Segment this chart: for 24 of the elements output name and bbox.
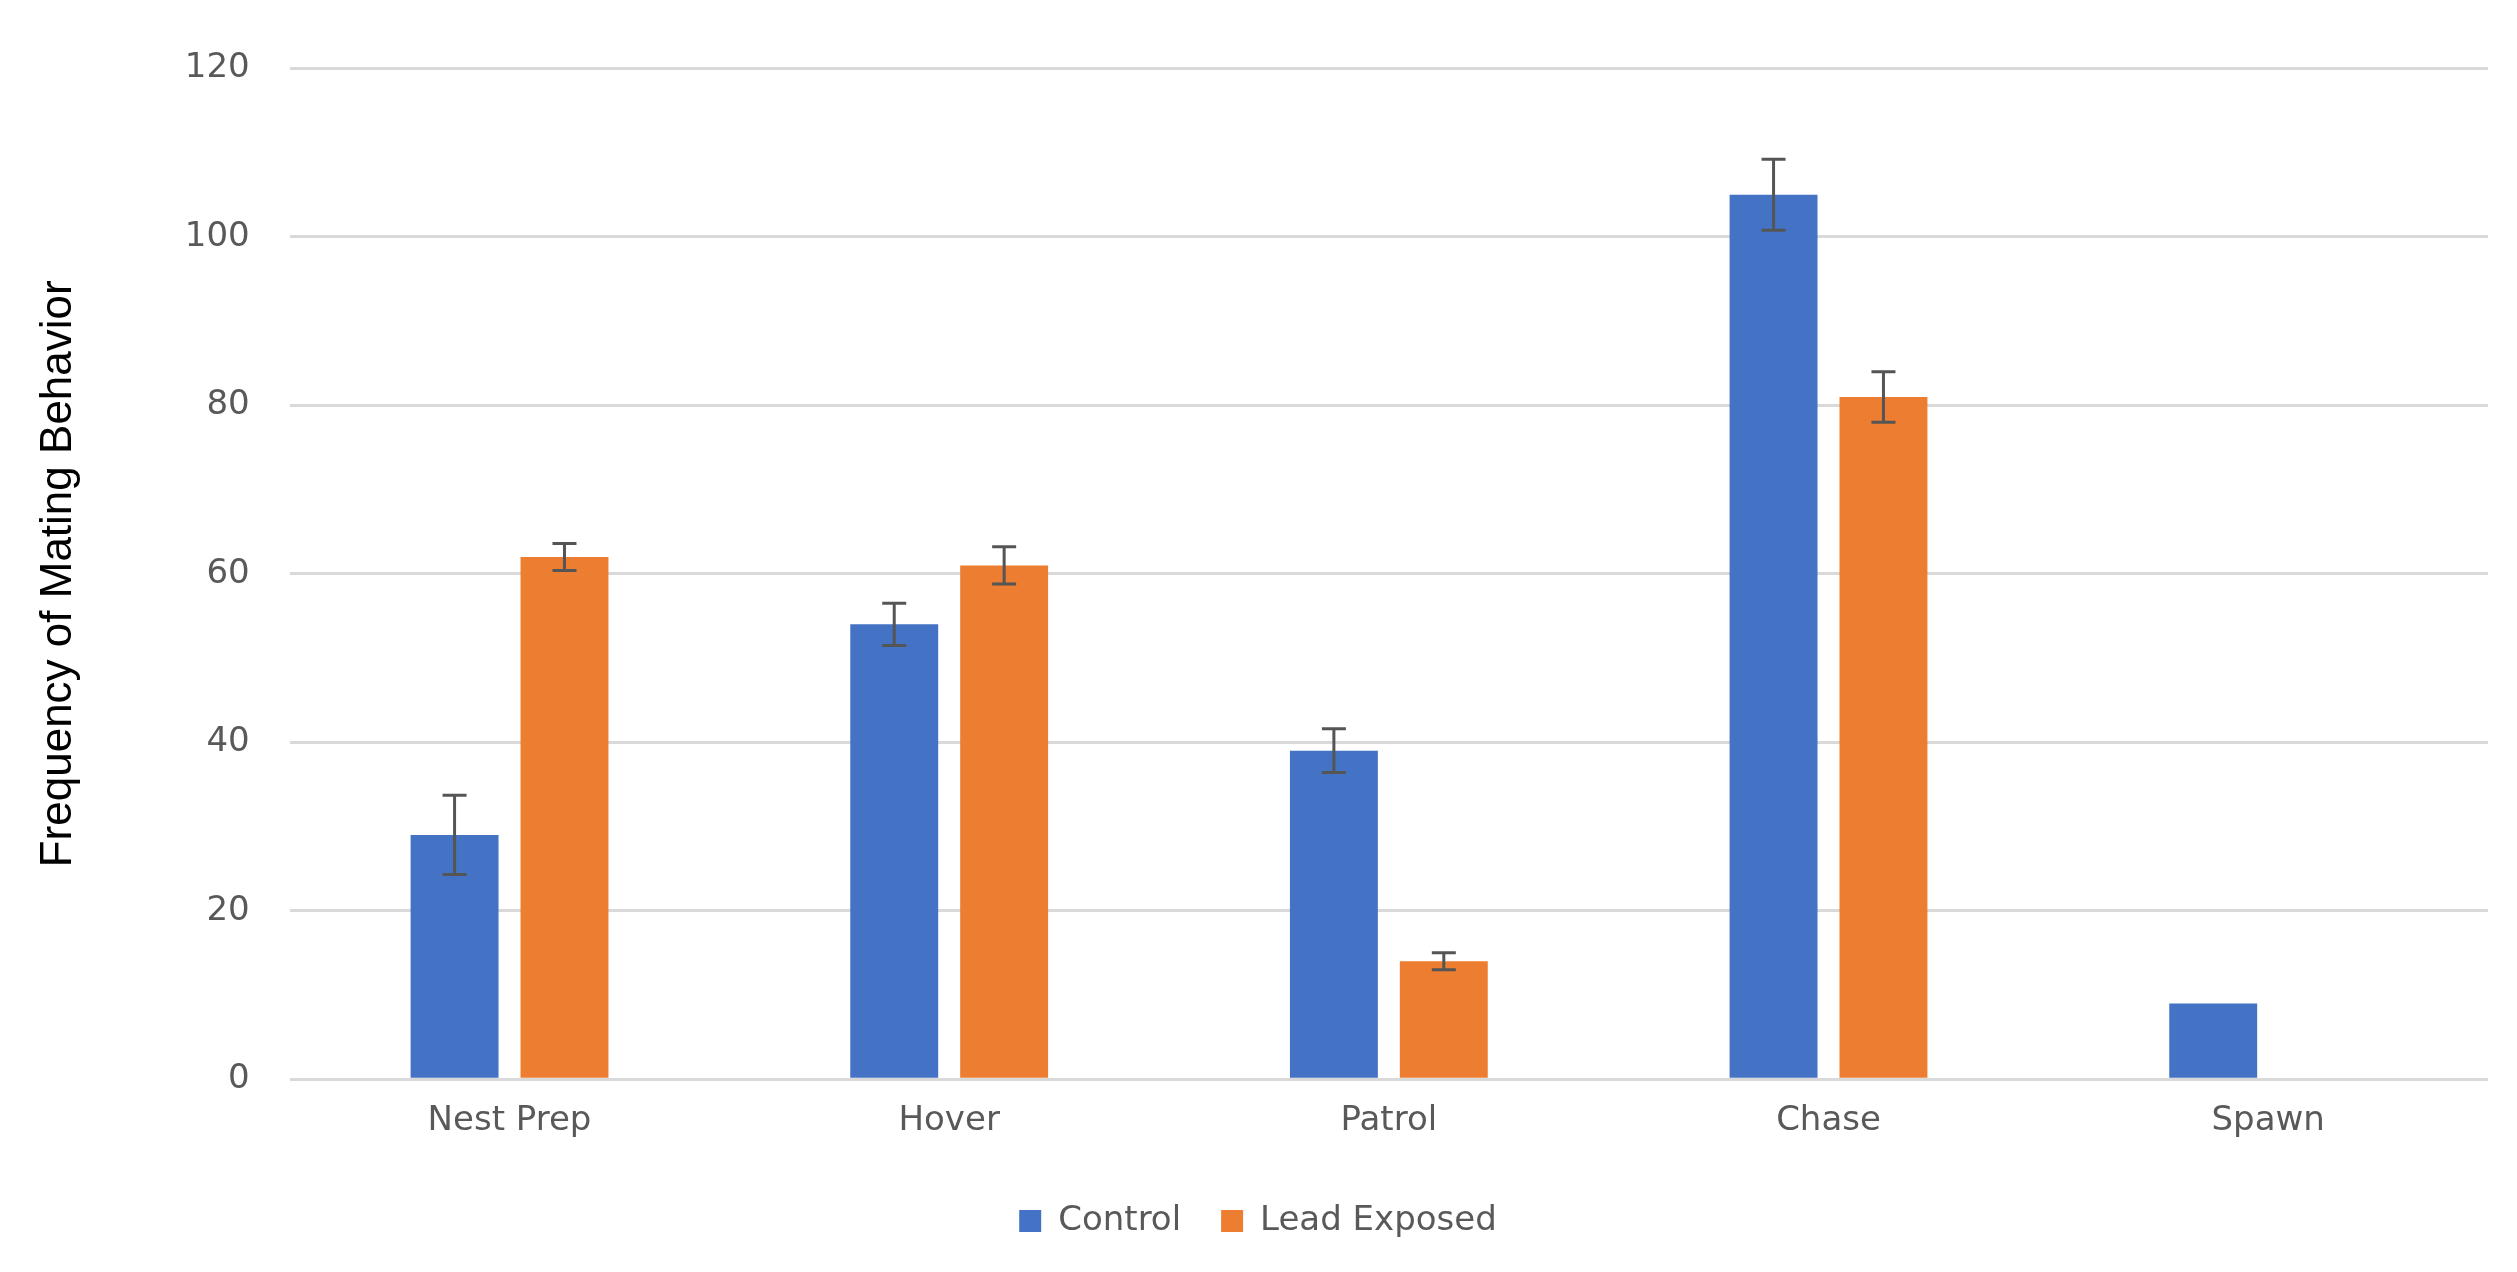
x-tick-label: Patrol — [1340, 1098, 1438, 1139]
bar — [850, 624, 939, 1078]
y-tick-label: 100 — [184, 213, 250, 254]
y-tick-label: 120 — [184, 45, 250, 86]
y-tick-label: 60 — [206, 550, 250, 591]
x-tick-label: Chase — [1776, 1098, 1881, 1139]
bar — [960, 565, 1049, 1078]
y-tick-label: 40 — [206, 719, 250, 760]
y-tick-label: 80 — [206, 382, 250, 423]
y-tick-label: 0 — [228, 1056, 250, 1097]
bar — [410, 834, 499, 1078]
bar — [1839, 396, 1928, 1078]
y-axis-title: Frequency of Mating Behavior — [30, 280, 80, 868]
bar — [1729, 194, 1818, 1078]
x-tick-label: Nest Prep — [427, 1098, 592, 1139]
x-tick-label: Spawn — [2211, 1098, 2325, 1139]
legend-label: Control — [1058, 1197, 1182, 1238]
bar — [1289, 750, 1378, 1078]
bar — [2169, 1003, 2258, 1078]
bar — [520, 556, 609, 1078]
y-tick-label: 20 — [206, 887, 250, 928]
legend-label: Lead Exposed — [1260, 1197, 1497, 1238]
x-tick-label: Hover — [898, 1098, 1000, 1139]
bar — [1399, 961, 1488, 1078]
